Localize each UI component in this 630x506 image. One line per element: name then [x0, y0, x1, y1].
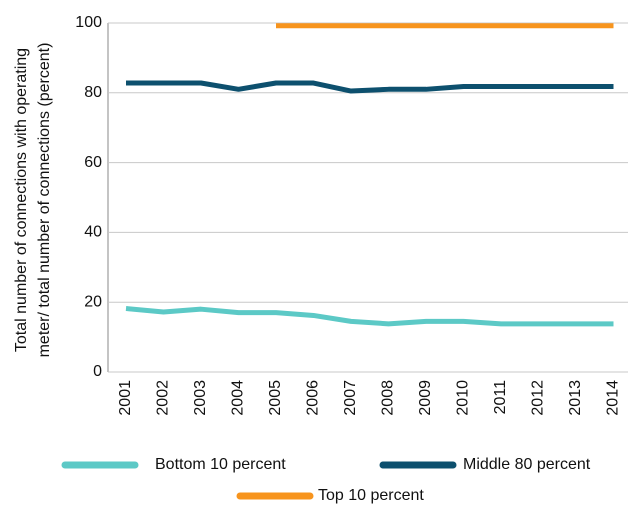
x-tick-label: 2003	[192, 380, 209, 416]
x-tick-label: 2005	[267, 380, 284, 416]
y-axis-label: meter/ total number of connections (perc…	[36, 43, 53, 358]
x-tick-label: 2010	[455, 380, 472, 416]
x-tick-label: 2013	[567, 380, 584, 416]
x-tick-label: 2006	[305, 380, 322, 416]
y-axis-label: Total number of connections with operati…	[13, 48, 30, 352]
y-tick-label: 20	[84, 293, 102, 310]
x-tick-label: 2012	[530, 380, 547, 416]
x-tick-label: 2004	[230, 380, 247, 416]
series-line	[126, 80, 614, 94]
x-tick-label: 2002	[155, 380, 172, 416]
legend-label: Top 10 percent	[318, 487, 424, 504]
x-tick-label: 2009	[417, 380, 434, 416]
y-tick-label: 0	[93, 363, 102, 380]
x-tick-label: 2014	[605, 380, 622, 416]
x-tick-label: 2011	[492, 380, 509, 415]
x-tick-label: 2001	[117, 380, 134, 416]
series-line	[125, 305, 614, 327]
y-tick-label: 60	[84, 154, 102, 171]
y-tick-label: 40	[84, 224, 102, 241]
y-tick-label: 80	[84, 84, 102, 101]
legend-label: Bottom 10 percent	[155, 456, 286, 473]
x-tick-label: 2007	[342, 380, 359, 416]
legend-label: Middle 80 percent	[463, 456, 591, 473]
x-tick-label: 2008	[380, 380, 397, 416]
y-tick-label: 100	[75, 14, 102, 31]
